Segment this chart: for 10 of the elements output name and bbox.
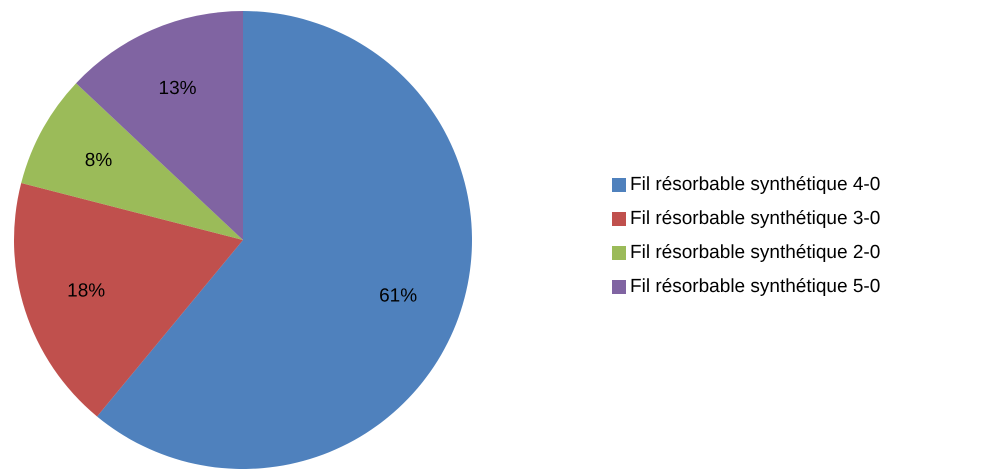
legend-label: Fil résorbable synthétique 4-0 bbox=[630, 174, 880, 195]
pie-slice bbox=[14, 183, 243, 416]
legend-label: Fil résorbable synthétique 3-0 bbox=[630, 208, 880, 229]
data-label: 13% bbox=[158, 78, 197, 100]
legend-label: Fil résorbable synthétique 5-0 bbox=[630, 276, 880, 297]
data-label: 61% bbox=[379, 285, 418, 306]
data-label: 18% bbox=[67, 280, 106, 302]
pie-slice bbox=[76, 11, 243, 240]
legend-label: Fil résorbable synthétique 2-0 bbox=[630, 242, 880, 263]
data-label: 8% bbox=[84, 150, 112, 172]
